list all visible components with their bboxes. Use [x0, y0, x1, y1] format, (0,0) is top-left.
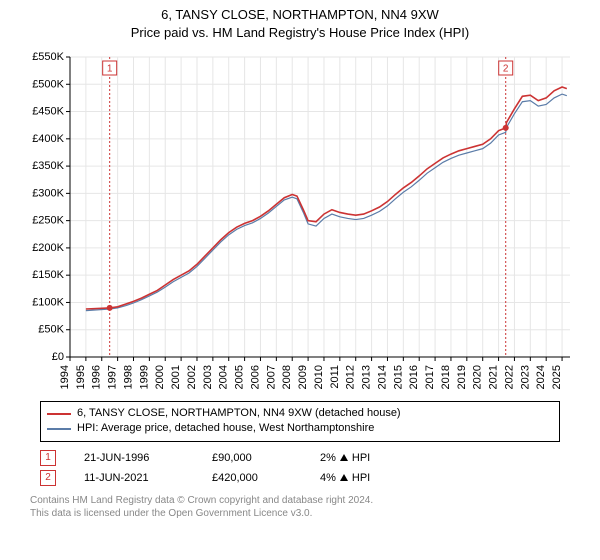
- y-tick-label: £100K: [32, 297, 64, 309]
- x-tick-label: 2022: [503, 365, 515, 389]
- datapoint-delta: 2%HPI: [320, 452, 400, 464]
- legend-item: HPI: Average price, detached house, West…: [47, 421, 553, 436]
- x-tick-label: 2004: [218, 365, 230, 389]
- x-tick-label: 2011: [329, 365, 341, 389]
- chart-area: £0 £50K £100K £150K £200K £250K £300K £350K £400…: [20, 47, 580, 397]
- footer-attribution: Contains HM Land Registry data © Crown c…: [30, 494, 570, 520]
- footer-line-2: This data is licensed under the Open Gov…: [30, 507, 570, 520]
- datapoint-marker: 2: [40, 470, 56, 486]
- x-tick-label: 2017: [424, 365, 436, 389]
- datapoint-row: 1 21-JUN-1996 £90,000 2%HPI: [40, 448, 560, 468]
- y-tick-label: £50K: [38, 324, 64, 336]
- x-tick-label: 2021: [488, 365, 500, 389]
- x-tick-label: 1998: [122, 365, 134, 389]
- arrow-up-icon: [340, 474, 348, 481]
- x-tick-label: 2003: [202, 365, 214, 389]
- datapoint-date: 21-JUN-1996: [84, 452, 184, 464]
- x-tick-label: 2006: [249, 365, 261, 389]
- legend-swatch: [47, 428, 71, 430]
- x-tick-label: 2001: [170, 365, 182, 389]
- x-tick-label: 2000: [154, 365, 166, 389]
- x-tick-label: 2008: [281, 365, 293, 389]
- x-tick-label: 1999: [138, 365, 150, 389]
- y-tick-label: £350K: [32, 160, 64, 172]
- marker-label: 2: [503, 64, 509, 75]
- x-tick-label: 2019: [456, 365, 468, 389]
- x-tick-label: 1997: [107, 365, 119, 389]
- datapoint-marker: 1: [40, 450, 56, 466]
- arrow-up-icon: [340, 454, 348, 461]
- marker-point: [503, 125, 509, 131]
- x-tick-label: 2007: [265, 365, 277, 389]
- datapoint-date: 11-JUN-2021: [84, 472, 184, 484]
- x-tick-label: 2009: [297, 365, 309, 389]
- x-tick-label: 1994: [59, 365, 71, 389]
- y-tick-label: £250K: [32, 215, 64, 227]
- legend: 6, TANSY CLOSE, NORTHAMPTON, NN4 9XW (de…: [40, 401, 560, 442]
- title-line-1: 6, TANSY CLOSE, NORTHAMPTON, NN4 9XW: [0, 6, 600, 24]
- y-tick-label: £300K: [32, 187, 64, 199]
- x-tick-label: 1995: [75, 365, 87, 389]
- y-tick-label: £550K: [32, 51, 64, 63]
- data-points-table: 1 21-JUN-1996 £90,000 2%HPI 2 11-JUN-2021 £420…: [40, 448, 560, 488]
- legend-label: 6, TANSY CLOSE, NORTHAMPTON, NN4 9XW (de…: [77, 406, 401, 421]
- line-chart: £0 £50K £100K £150K £200K £250K £300K £350K £400…: [20, 47, 580, 397]
- footer-line-1: Contains HM Land Registry data © Crown c…: [30, 494, 570, 507]
- x-tick-label: 2024: [535, 365, 547, 389]
- datapoint-delta: 4%HPI: [320, 472, 400, 484]
- x-tick-label: 2010: [313, 365, 325, 389]
- legend-label: HPI: Average price, detached house, West…: [77, 421, 374, 436]
- y-tick-label: £400K: [32, 133, 64, 145]
- x-tick-label: 2015: [392, 365, 404, 389]
- x-tick-label: 2023: [519, 365, 531, 389]
- datapoint-price: £420,000: [212, 472, 292, 484]
- x-tick-label: 2002: [186, 365, 198, 389]
- y-tick-label: £450K: [32, 106, 64, 118]
- title-line-2: Price paid vs. HM Land Registry's House …: [0, 24, 600, 42]
- x-tick-label: 2025: [551, 365, 563, 389]
- y-tick-label: £0: [52, 351, 64, 363]
- x-tick-label: 2012: [345, 365, 357, 389]
- x-tick-label: 2014: [376, 365, 388, 389]
- y-tick-label: £200K: [32, 242, 64, 254]
- chart-title: 6, TANSY CLOSE, NORTHAMPTON, NN4 9XW Pri…: [0, 0, 600, 41]
- datapoint-price: £90,000: [212, 452, 292, 464]
- x-tick-label: 2013: [361, 365, 373, 389]
- legend-item: 6, TANSY CLOSE, NORTHAMPTON, NN4 9XW (de…: [47, 406, 553, 421]
- y-tick-label: £150K: [32, 269, 64, 281]
- x-tick-label: 2020: [472, 365, 484, 389]
- y-tick-label: £500K: [32, 78, 64, 90]
- marker-label: 1: [107, 64, 113, 75]
- x-tick-label: 2005: [234, 365, 246, 389]
- x-tick-label: 1996: [91, 365, 103, 389]
- marker-point: [107, 305, 113, 311]
- x-tick-label: 2016: [408, 365, 420, 389]
- datapoint-row: 2 11-JUN-2021 £420,000 4%HPI: [40, 468, 560, 488]
- legend-swatch: [47, 413, 71, 415]
- x-tick-label: 2018: [440, 365, 452, 389]
